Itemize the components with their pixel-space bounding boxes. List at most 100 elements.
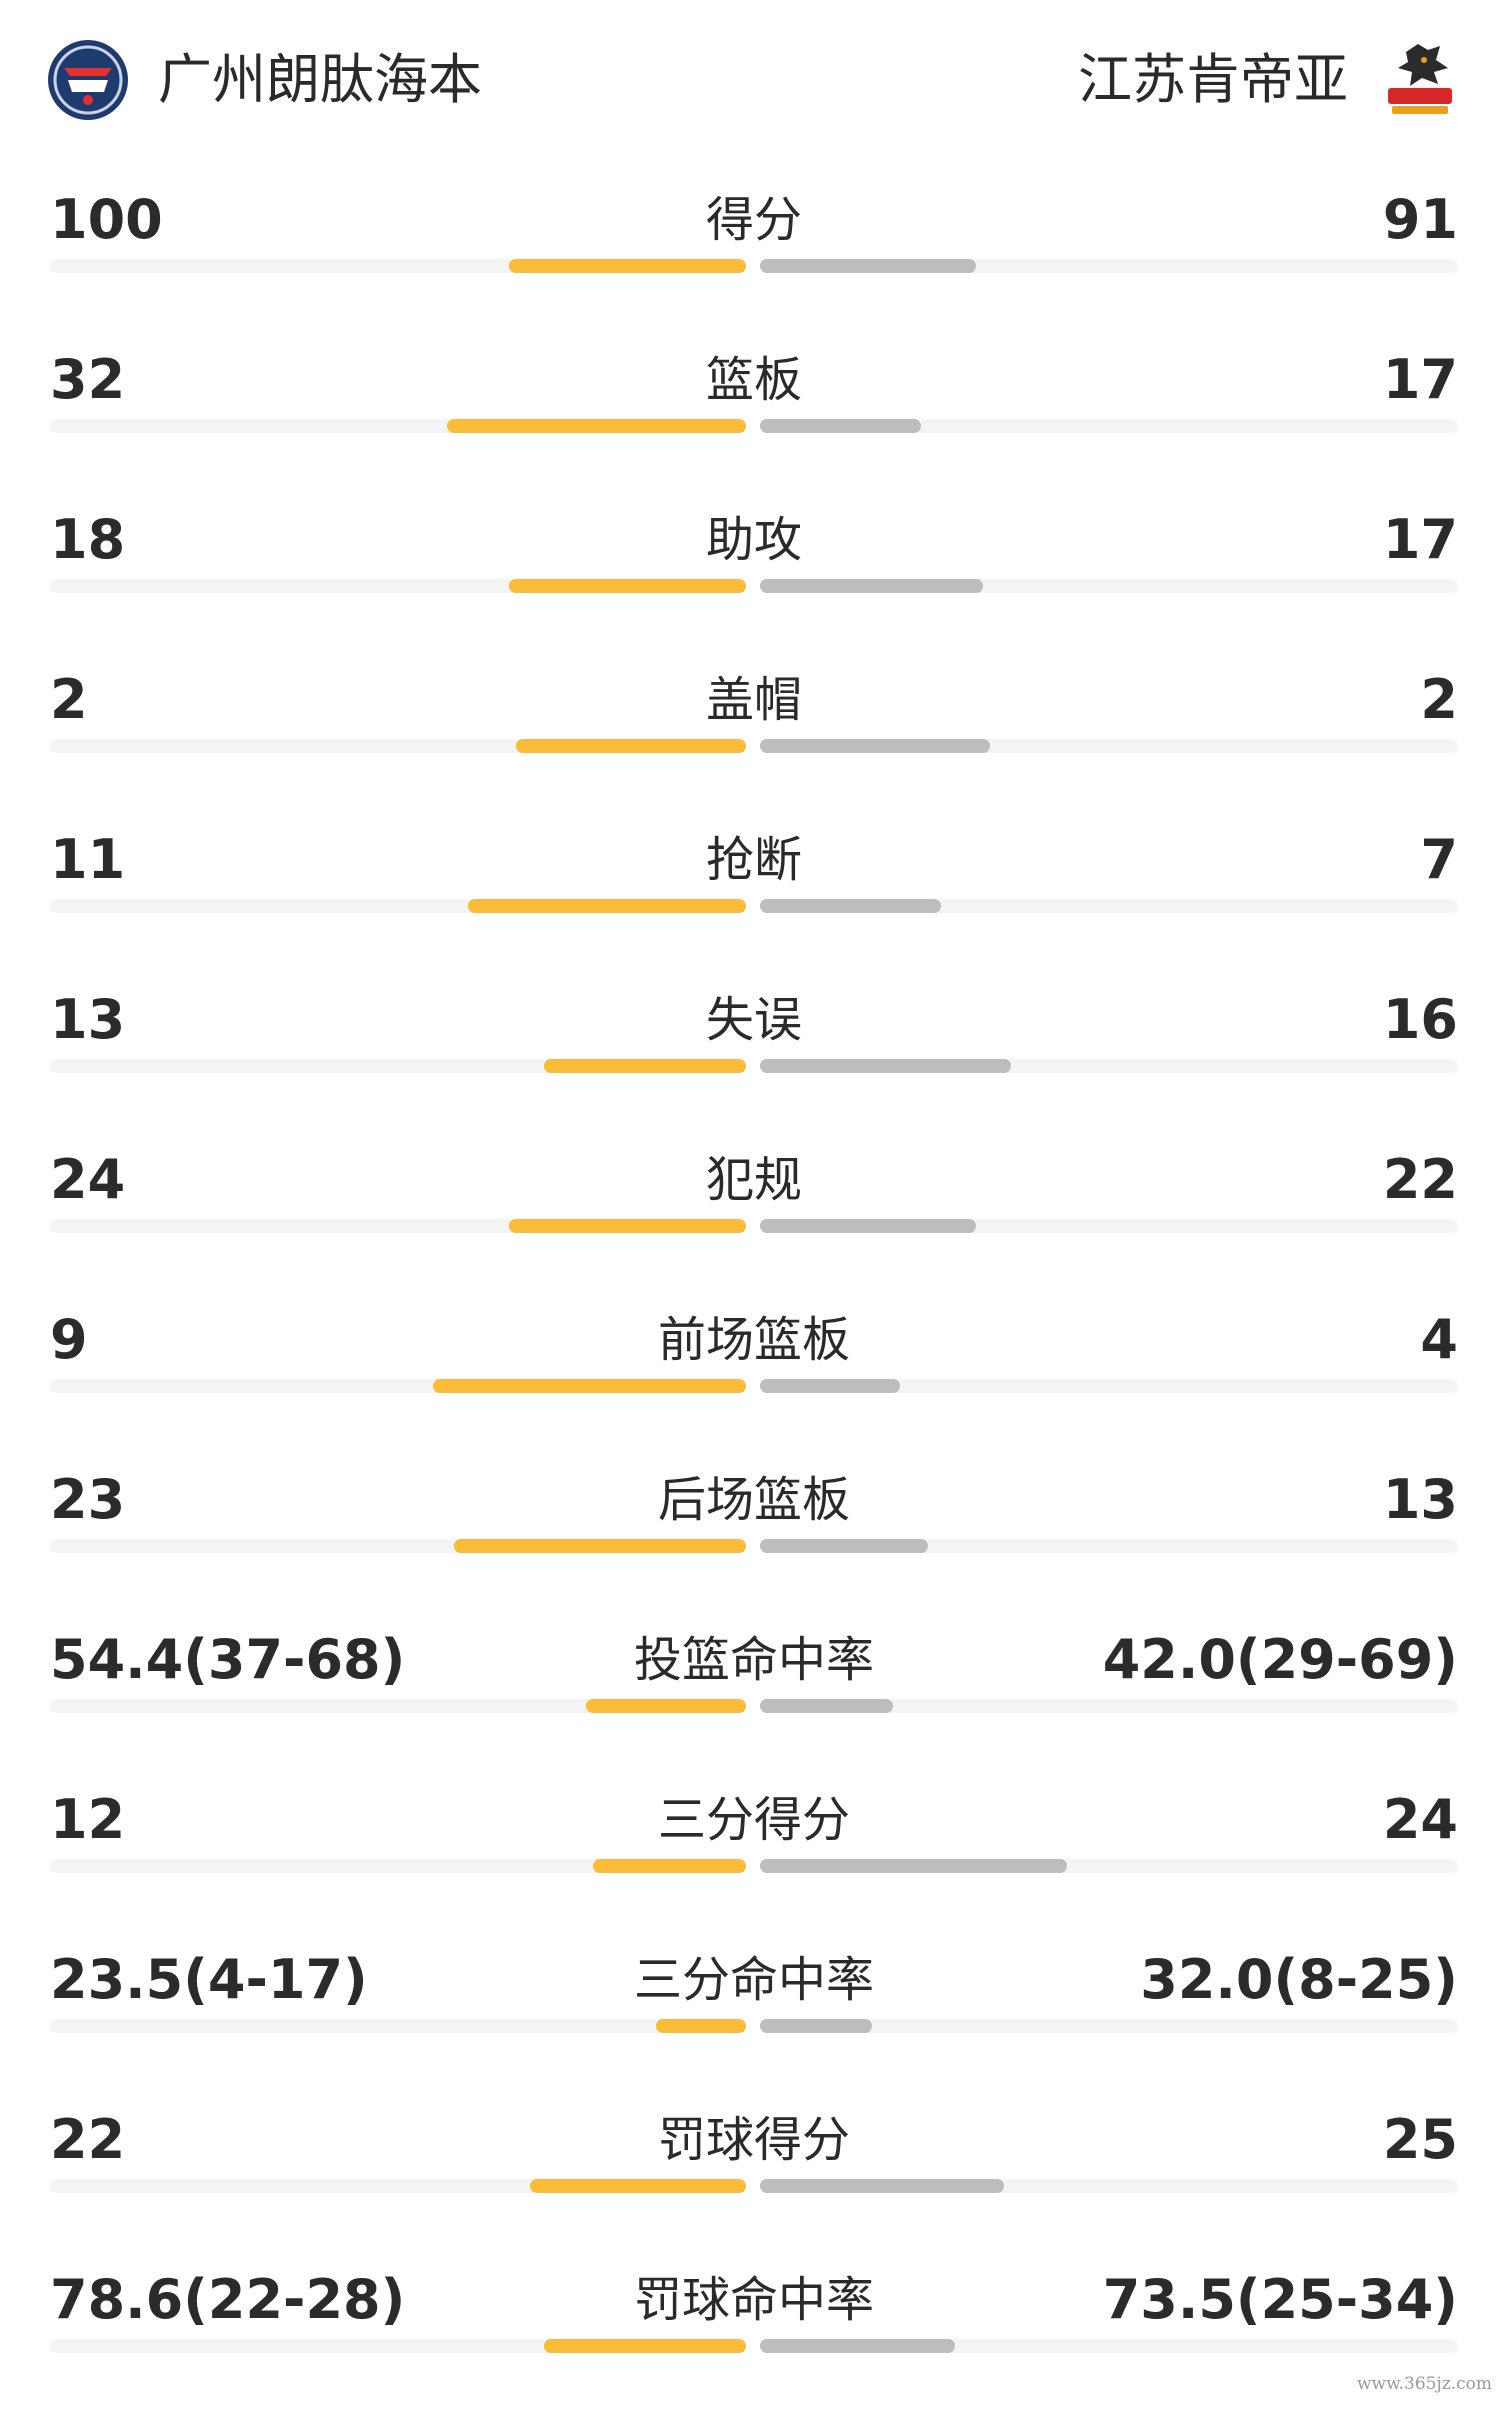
home-stat-value: 24 bbox=[50, 1148, 126, 1211]
away-stat-value: 42.0(29-69) bbox=[1102, 1628, 1458, 1691]
stat-row: 12 三分得分 24 bbox=[0, 1770, 1508, 1930]
stat-row: 18 助攻 17 bbox=[0, 490, 1508, 650]
guangzhou-dragon-lions-logo-icon bbox=[46, 38, 130, 122]
away-bar-fill bbox=[760, 2019, 872, 2033]
home-bar-track bbox=[50, 1379, 746, 1393]
home-bar-fill bbox=[454, 1539, 746, 1553]
away-stat-value: 7 bbox=[1420, 828, 1458, 891]
away-stat-value: 91 bbox=[1382, 188, 1458, 251]
stat-row: 24 犯规 22 bbox=[0, 1130, 1508, 1290]
stat-row: 32 篮板 17 bbox=[0, 330, 1508, 490]
home-bar-fill bbox=[509, 1219, 746, 1233]
home-bar-track bbox=[50, 419, 746, 433]
away-bar-track bbox=[760, 1539, 1458, 1553]
home-stat-value: 9 bbox=[50, 1308, 88, 1371]
away-bar-fill bbox=[760, 1539, 928, 1553]
home-bar-track bbox=[50, 739, 746, 753]
stat-row: 2 盖帽 2 bbox=[0, 650, 1508, 810]
stat-row: 78.6(22-28) 罚球命中率 73.5(25-34) bbox=[0, 2250, 1508, 2410]
home-stat-value: 13 bbox=[50, 988, 126, 1051]
away-bar-track bbox=[760, 1859, 1458, 1873]
teams-header: 广州朗肽海本 江苏肯帝亚 bbox=[0, 0, 1508, 160]
away-bar-track bbox=[760, 2179, 1458, 2193]
home-bar-fill bbox=[516, 739, 746, 753]
stat-row: 13 失误 16 bbox=[0, 970, 1508, 1130]
away-team-name: 江苏肯帝亚 bbox=[1078, 48, 1348, 111]
away-stat-value: 73.5(25-34) bbox=[1102, 2268, 1458, 2331]
stat-row: 100 得分 91 bbox=[0, 170, 1508, 330]
away-stat-value: 17 bbox=[1382, 508, 1458, 571]
away-bar-fill bbox=[760, 1059, 1011, 1073]
home-stat-value: 100 bbox=[50, 188, 163, 251]
stat-label: 失误 bbox=[705, 992, 802, 1048]
home-bar-track bbox=[50, 1219, 746, 1233]
away-bar-track bbox=[760, 1219, 1458, 1233]
home-bar-track bbox=[50, 2339, 746, 2353]
away-bar-fill bbox=[760, 899, 941, 913]
stat-row: 23 后场篮板 13 bbox=[0, 1450, 1508, 1610]
stat-row: 23.5(4-17) 三分命中率 32.0(8-25) bbox=[0, 1930, 1508, 2090]
home-bar-track bbox=[50, 2019, 746, 2033]
away-stat-value: 22 bbox=[1382, 1148, 1458, 1211]
home-stat-value: 11 bbox=[50, 828, 126, 891]
away-stat-value: 24 bbox=[1382, 1788, 1458, 1851]
home-bar-track bbox=[50, 899, 746, 913]
home-bar-track bbox=[50, 2179, 746, 2193]
home-bar-fill bbox=[468, 899, 746, 913]
stat-label: 得分 bbox=[705, 192, 802, 248]
away-bar-track bbox=[760, 579, 1458, 593]
home-stat-value: 32 bbox=[50, 348, 126, 411]
away-stat-value: 2 bbox=[1420, 668, 1458, 731]
away-bar-fill bbox=[760, 259, 976, 273]
away-bar-fill bbox=[760, 579, 983, 593]
stat-label: 篮板 bbox=[705, 352, 802, 408]
jiangsu-dragons-logo-icon bbox=[1378, 38, 1462, 122]
stat-label: 后场篮板 bbox=[657, 1472, 850, 1528]
home-bar-track bbox=[50, 1059, 746, 1073]
home-stat-value: 18 bbox=[50, 508, 126, 571]
away-stat-value: 16 bbox=[1382, 988, 1458, 1051]
away-bar-track bbox=[760, 2339, 1458, 2353]
home-bar-track bbox=[50, 259, 746, 273]
stat-label: 罚球得分 bbox=[657, 2112, 850, 2168]
home-bar-fill bbox=[433, 1379, 746, 1393]
away-bar-track bbox=[760, 739, 1458, 753]
home-bar-fill bbox=[544, 1059, 746, 1073]
home-bar-track bbox=[50, 579, 746, 593]
home-stat-value: 23 bbox=[50, 1468, 126, 1531]
away-bar-track bbox=[760, 2019, 1458, 2033]
stat-row: 22 罚球得分 25 bbox=[0, 2090, 1508, 2250]
away-bar-fill bbox=[760, 2339, 955, 2353]
home-bar-fill bbox=[593, 1859, 746, 1873]
away-bar-track bbox=[760, 259, 1458, 273]
home-stat-value: 22 bbox=[50, 2108, 126, 2171]
home-bar-track bbox=[50, 1539, 746, 1553]
home-bar-fill bbox=[656, 2019, 746, 2033]
away-stat-value: 32.0(8-25) bbox=[1140, 1948, 1458, 2011]
away-bar-fill bbox=[760, 739, 990, 753]
stat-label: 盖帽 bbox=[705, 672, 802, 728]
home-stat-value: 23.5(4-17) bbox=[50, 1948, 368, 2011]
stat-label: 犯规 bbox=[705, 1152, 802, 1208]
home-bar-fill bbox=[509, 259, 746, 273]
home-bar-fill bbox=[586, 1699, 746, 1713]
away-bar-track bbox=[760, 1379, 1458, 1393]
home-bar-track bbox=[50, 1859, 746, 1873]
stat-row: 9 前场篮板 4 bbox=[0, 1290, 1508, 1450]
away-bar-track bbox=[760, 899, 1458, 913]
away-stat-value: 17 bbox=[1382, 348, 1458, 411]
stat-row: 54.4(37-68) 投篮命中率 42.0(29-69) bbox=[0, 1610, 1508, 1770]
away-bar-fill bbox=[760, 2179, 1004, 2193]
away-bar-track bbox=[760, 1059, 1458, 1073]
home-bar-fill bbox=[530, 2179, 746, 2193]
home-stat-value: 2 bbox=[50, 668, 88, 731]
away-bar-fill bbox=[760, 419, 921, 433]
stat-label: 前场篮板 bbox=[657, 1312, 850, 1368]
away-bar-fill bbox=[760, 1699, 893, 1713]
home-bar-fill bbox=[544, 2339, 746, 2353]
stat-label: 投篮命中率 bbox=[633, 1632, 874, 1688]
home-bar-fill bbox=[447, 419, 746, 433]
stat-row: 11 抢断 7 bbox=[0, 810, 1508, 970]
away-bar-fill bbox=[760, 1379, 900, 1393]
stat-label: 罚球命中率 bbox=[633, 2272, 874, 2328]
